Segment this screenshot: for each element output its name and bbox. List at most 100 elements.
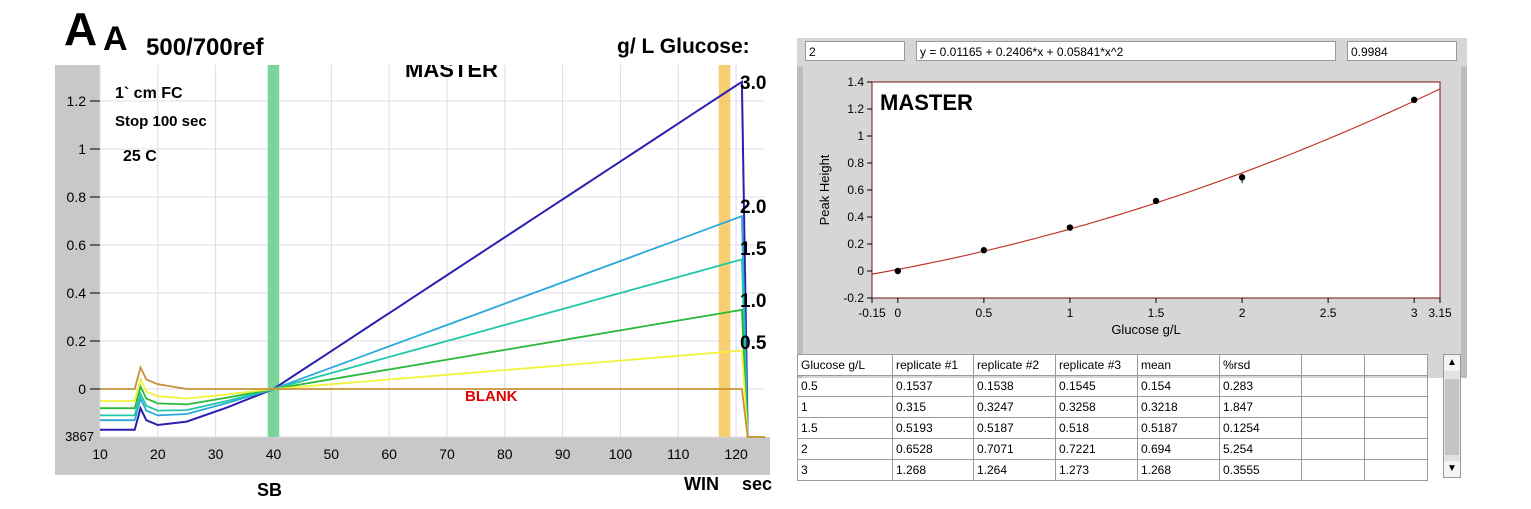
- table-cell[interactable]: 0.5187: [973, 417, 1056, 439]
- series-label: 3.0: [740, 73, 766, 94]
- data-point: [894, 267, 902, 275]
- table-cell[interactable]: [1301, 438, 1365, 460]
- table-row[interactable]: 1.5 0.5193 0.5187 0.518 0.5187 0.1254: [797, 417, 1428, 439]
- header-cell: replicate #3: [1055, 354, 1138, 376]
- table-scrollbar[interactable]: ▲ ▼: [1443, 354, 1461, 478]
- table-cell[interactable]: 0.7221: [1055, 438, 1138, 460]
- x-tick-label: 1: [1067, 306, 1074, 320]
- header-cell: Glucose g/L: [797, 354, 893, 376]
- table-cell[interactable]: [1364, 459, 1428, 481]
- table-row[interactable]: 2 0.6528 0.7071 0.7221 0.694 5.254: [797, 438, 1428, 460]
- plot-area: [100, 65, 765, 437]
- x-tick-label: 0.5: [976, 306, 993, 320]
- win-band: [718, 65, 731, 437]
- scroll-up-button[interactable]: ▲: [1444, 355, 1460, 371]
- x-tick-label: 60: [381, 446, 397, 462]
- x-tick-label: 50: [324, 446, 340, 462]
- table-cell[interactable]: 1.273: [1055, 459, 1138, 481]
- table-cell[interactable]: 0.1537: [892, 375, 974, 397]
- graph-frame: 1.4 1.2 1 0.8 0.6 0.4 0.2 0 -0.2 -0.15 0 0.5 1 1.5 2 2.…: [797, 66, 1467, 378]
- x-tick-label: 2.5: [1320, 306, 1337, 320]
- order-field[interactable]: 2: [805, 41, 905, 61]
- table-cell[interactable]: [1364, 396, 1428, 418]
- panel-letter-small: A: [103, 20, 128, 58]
- table-cell[interactable]: 1.5: [797, 417, 893, 439]
- results-table: Glucose g/L replicate #1 replicate #2 re…: [797, 354, 1428, 481]
- table-cell[interactable]: 1.268: [892, 459, 974, 481]
- table-cell[interactable]: 0.3555: [1219, 459, 1302, 481]
- table-row[interactable]: 3 1.268 1.264 1.273 1.268 0.3555: [797, 459, 1428, 481]
- x-tick-label: 30: [208, 446, 224, 462]
- table-cell[interactable]: 0.1254: [1219, 417, 1302, 439]
- x-tick-label: 40: [266, 446, 282, 462]
- data-point: [1410, 96, 1418, 104]
- series-line: [100, 258, 765, 438]
- table-cell[interactable]: [1364, 375, 1428, 397]
- table-cell[interactable]: 0.5193: [892, 417, 974, 439]
- table-row[interactable]: 0.5 0.1537 0.1538 0.1545 0.154 0.283: [797, 375, 1428, 397]
- table-cell[interactable]: 2: [797, 438, 893, 460]
- table-header-row: Glucose g/L replicate #1 replicate #2 re…: [797, 354, 1428, 376]
- x-axis-label: Glucose g/L: [1111, 322, 1180, 337]
- r2-field[interactable]: 0.9984: [1347, 41, 1457, 61]
- table-cell[interactable]: 0.5: [797, 375, 893, 397]
- table-cell[interactable]: 0.7071: [973, 438, 1056, 460]
- scroll-thumb[interactable]: [1445, 379, 1459, 455]
- header-cell: mean: [1137, 354, 1220, 376]
- x-tick-label: 3: [1411, 306, 1418, 320]
- table-cell[interactable]: 0.3258: [1055, 396, 1138, 418]
- table-cell[interactable]: [1364, 438, 1428, 460]
- x-tick-label: -0.15: [858, 306, 886, 320]
- table-cell[interactable]: 1.268: [1137, 459, 1220, 481]
- table-cell[interactable]: [1301, 417, 1365, 439]
- series-line: [100, 364, 765, 438]
- header-cell: replicate #1: [892, 354, 974, 376]
- table-cell[interactable]: 0.3218: [1137, 396, 1220, 418]
- table-cell[interactable]: 1: [797, 396, 893, 418]
- table-cell[interactable]: 5.254: [1219, 438, 1302, 460]
- y-tick-label: 0.6: [847, 183, 864, 197]
- table-row[interactable]: 1 0.315 0.3247 0.3258 0.3218 1.847: [797, 396, 1428, 418]
- table-cell[interactable]: [1364, 417, 1428, 439]
- table-cell[interactable]: 0.694: [1137, 438, 1220, 460]
- table-cell[interactable]: 1.264: [973, 459, 1056, 481]
- equation-field[interactable]: y = 0.01165 + 0.2406*x + 0.05841*x^2: [916, 41, 1336, 61]
- table-cell[interactable]: [1301, 396, 1365, 418]
- table-cell[interactable]: 0.315: [892, 396, 974, 418]
- table-cell[interactable]: 0.3247: [973, 396, 1056, 418]
- y-min-readout: 3867: [65, 429, 94, 444]
- graph-title: MASTER: [880, 90, 973, 115]
- y-tick-label: 0.4: [67, 285, 87, 301]
- note-temp: 25 C: [123, 148, 157, 165]
- y-tick-label: 1.2: [847, 102, 864, 116]
- table-cell[interactable]: 0.154: [1137, 375, 1220, 397]
- table-cell[interactable]: 1.847: [1219, 396, 1302, 418]
- calibration-chart: 1.4 1.2 1 0.8 0.6 0.4 0.2 0 -0.2-0.15 0 0.5 1 1.5 2 2.…: [797, 66, 1467, 378]
- table-cell[interactable]: 0.1545: [1055, 375, 1138, 397]
- y-axis-band: [55, 65, 100, 475]
- y-tick-label: 0: [78, 381, 86, 397]
- empty-cell: [1364, 354, 1428, 376]
- series-line: [100, 308, 765, 438]
- x-tick-label: 10: [92, 446, 108, 462]
- series-label: 0.5: [740, 333, 767, 354]
- table-cell[interactable]: 0.5187: [1137, 417, 1220, 439]
- table-cell[interactable]: 0.283: [1219, 375, 1302, 397]
- table-cell[interactable]: 0.518: [1055, 417, 1138, 439]
- table-cell[interactable]: 3: [797, 459, 893, 481]
- scroll-down-button[interactable]: ▼: [1444, 461, 1460, 477]
- x-tick-label: 20: [150, 446, 166, 462]
- table-cell[interactable]: [1301, 459, 1365, 481]
- y-axis-label: Peak Height: [817, 154, 832, 225]
- regression-panel: 2 y = 0.01165 + 0.2406*x + 0.05841*x^2 0…: [797, 38, 1467, 483]
- y-tick-label: 0.8: [67, 189, 87, 205]
- wavelength-label: 500/700ref: [146, 34, 264, 61]
- x-tick-label: 110: [667, 446, 690, 462]
- y-tick-label: 0.8: [847, 156, 864, 170]
- table-cell[interactable]: [1301, 375, 1365, 397]
- table-cell[interactable]: 0.6528: [892, 438, 974, 460]
- x-tick-label: 3.15: [1428, 306, 1452, 320]
- table-cell[interactable]: 0.1538: [973, 375, 1056, 397]
- data-point: [1152, 197, 1160, 205]
- x-tick-label: 90: [555, 446, 571, 462]
